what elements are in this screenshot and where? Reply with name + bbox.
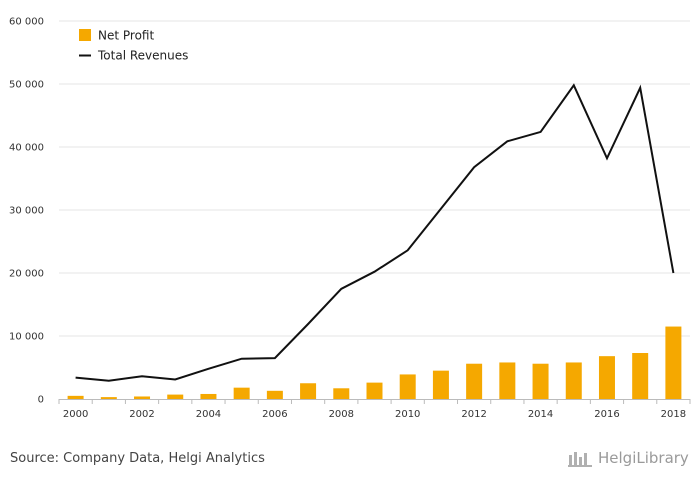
x-tick-label: 2012	[461, 409, 486, 420]
legend-label-net-profit: Net Profit	[98, 29, 154, 43]
net-profit-bar	[134, 396, 151, 399]
net-profit-bar	[100, 397, 117, 399]
x-tick-label: 2000	[63, 409, 88, 420]
net-profit-bar	[565, 362, 582, 399]
net-profit-bar	[632, 353, 649, 399]
x-tick-label: 2016	[594, 409, 619, 420]
x-tick-label: 2002	[129, 409, 154, 420]
y-tick-label: 0	[38, 395, 44, 406]
net-profit-bar	[499, 362, 516, 399]
y-tick-label: 20 000	[9, 269, 44, 280]
brand-name: HelgiLibrary	[598, 449, 689, 467]
net-profit-bar	[665, 326, 682, 399]
net-profit-bar	[598, 356, 615, 399]
legend-label-total-revenues: Total Revenues	[97, 49, 188, 63]
net-profit-bar	[333, 388, 350, 399]
total-revenues-line	[75, 83, 675, 382]
total-revenues-line-group	[75, 83, 675, 382]
x-tick-label: 2004	[196, 409, 221, 420]
net-profit-bar	[432, 370, 449, 399]
y-tick-label: 50 000	[9, 80, 44, 91]
net-profit-bar	[200, 393, 217, 399]
y-tick-label: 40 000	[9, 143, 44, 154]
x-axis: 2000 2002 2004 2006 2008 2010 2012 2014 2016 2018	[58, 399, 691, 420]
x-tick-label: 2008	[329, 409, 354, 420]
brand-logo: HelgiLibrary	[568, 449, 689, 467]
y-tick-label: 60 000	[9, 17, 44, 28]
x-tick-label: 2018	[661, 409, 686, 420]
legend-swatch-net-profit	[79, 29, 91, 41]
net-profit-bar	[167, 394, 184, 399]
y-tick-label: 10 000	[9, 332, 44, 343]
library-icon	[568, 452, 592, 467]
source-note: Source: Company Data, Helgi Analytics	[10, 451, 265, 466]
net-profit-bar	[266, 390, 283, 399]
x-tick-label: 2014	[528, 409, 553, 420]
net-profit-bars	[67, 326, 682, 399]
net-profit-bar	[532, 363, 549, 399]
net-profit-bar	[300, 383, 317, 399]
y-tick-label: 30 000	[9, 206, 44, 217]
net-profit-bar	[67, 395, 84, 399]
x-tick-label: 2006	[262, 409, 287, 420]
y-axis-ticks: 0 10 000 20 000 30 000 40 000 50 000 60 000	[9, 17, 44, 406]
net-profit-bar	[466, 363, 483, 399]
net-profit-bar	[399, 374, 416, 399]
net-profit-bar	[366, 382, 383, 399]
net-profit-bar	[233, 387, 250, 399]
x-tick-label: 2010	[395, 409, 420, 420]
grid-lines	[59, 20, 690, 337]
legend: Net Profit Total Revenues	[79, 29, 188, 63]
